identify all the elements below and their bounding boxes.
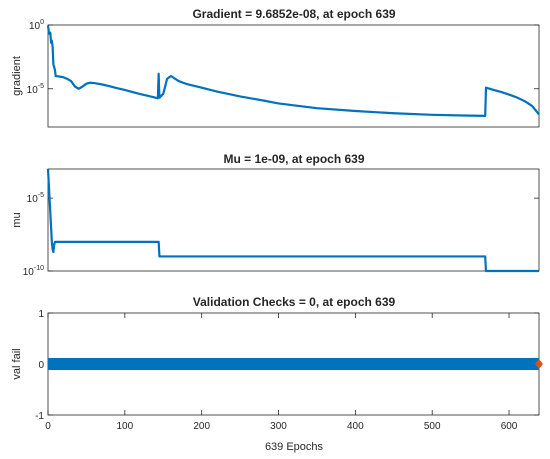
y-tick-label: -1 — [35, 411, 44, 422]
y-tick-label: 100 — [29, 19, 44, 32]
val-fail-series-markers — [48, 358, 539, 370]
mu-series-line — [46, 168, 539, 273]
mu-ylabel: mu — [11, 212, 23, 227]
gradient-series-line — [46, 25, 540, 117]
x-axis-label: 639 Epochs — [265, 441, 324, 453]
x-tick-label: 200 — [193, 421, 210, 432]
gradient-subplot: Gradient = 9.6852e-08, at epoch 639 grad… — [11, 7, 540, 128]
val-fail-x-ticks: 0 100 200 300 400 500 600 — [45, 313, 518, 432]
x-tick-label: 300 — [270, 421, 287, 432]
x-tick-label: 100 — [116, 421, 133, 432]
x-tick-label: 500 — [424, 421, 441, 432]
mu-subplot: Mu = 1e-09, at epoch 639 mu 10-5 10-10 — [11, 152, 540, 278]
mu-axes — [47, 168, 540, 272]
gradient-axes — [47, 24, 540, 128]
y-tick-label: 10-5 — [27, 192, 44, 205]
x-tick-label: 0 — [45, 421, 51, 432]
y-tick-label: 0 — [38, 360, 44, 371]
gradient-title: Gradient = 9.6852e-08, at epoch 639 — [192, 7, 395, 21]
final-epoch-marker — [535, 359, 543, 369]
val-fail-ylabel: val fail — [11, 348, 23, 379]
x-tick-label: 600 — [501, 421, 518, 432]
mu-title: Mu = 1e-09, at epoch 639 — [223, 152, 364, 166]
gradient-y-ticks: 100 10-5 — [27, 19, 539, 96]
gradient-ylabel: gradient — [11, 56, 23, 96]
x-tick-label: 400 — [347, 421, 364, 432]
y-tick-label: 10-10 — [23, 265, 44, 278]
y-tick-label: 10-5 — [27, 83, 44, 96]
val-fail-title: Validation Checks = 0, at epoch 639 — [193, 295, 396, 309]
val-fail-subplot: Validation Checks = 0, at epoch 639 val … — [11, 295, 543, 453]
y-tick-label: 1 — [38, 309, 44, 320]
